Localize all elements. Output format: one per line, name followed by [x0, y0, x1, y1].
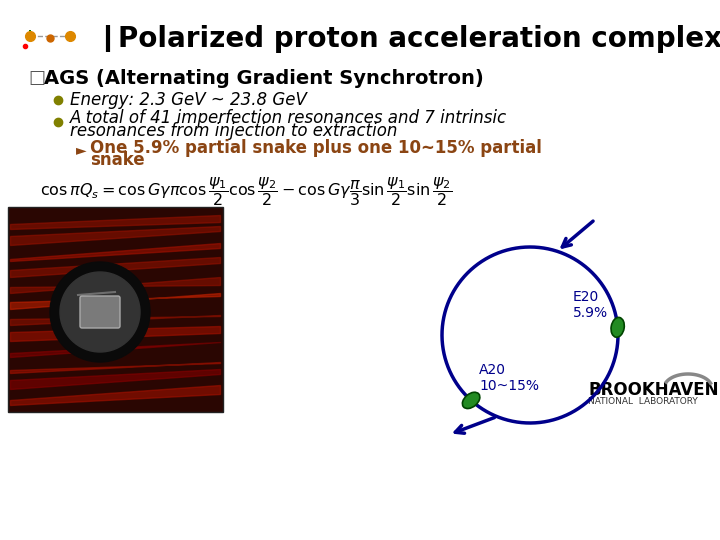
Text: AGS (Alternating Gradient Synchrotron): AGS (Alternating Gradient Synchrotron) [44, 69, 484, 87]
Circle shape [60, 272, 140, 352]
Text: A20
10~15%: A20 10~15% [479, 363, 539, 394]
Text: Energy: 2.3 GeV ~ 23.8 GeV: Energy: 2.3 GeV ~ 23.8 GeV [70, 91, 307, 109]
Text: $\cos\pi Q_s = \cos G\gamma\pi \cos\dfrac{\psi_1}{2}\cos\dfrac{\psi_2}{2} - \cos: $\cos\pi Q_s = \cos G\gamma\pi \cos\dfra… [40, 176, 452, 208]
Text: □: □ [28, 69, 45, 87]
Text: Polarized proton acceleration complex at BNL: Polarized proton acceleration complex at… [118, 25, 720, 53]
Text: ►: ► [76, 143, 86, 157]
FancyBboxPatch shape [8, 207, 223, 412]
Text: E20
5.9%: E20 5.9% [572, 290, 608, 320]
Text: snake: snake [90, 151, 145, 169]
Text: One 5.9% partial snake plus one 10~15% partial: One 5.9% partial snake plus one 10~15% p… [90, 139, 542, 157]
Text: resonances from injection to extraction: resonances from injection to extraction [70, 122, 397, 140]
Circle shape [50, 262, 150, 362]
FancyBboxPatch shape [80, 296, 120, 328]
Text: NATIONAL  LABORATORY: NATIONAL LABORATORY [588, 396, 698, 406]
Text: A total of 41 imperfection resonances and 7 intrinsic: A total of 41 imperfection resonances an… [70, 109, 507, 127]
Text: BROOKHAVEN: BROOKHAVEN [588, 381, 719, 399]
Ellipse shape [462, 392, 480, 409]
Ellipse shape [611, 318, 624, 338]
